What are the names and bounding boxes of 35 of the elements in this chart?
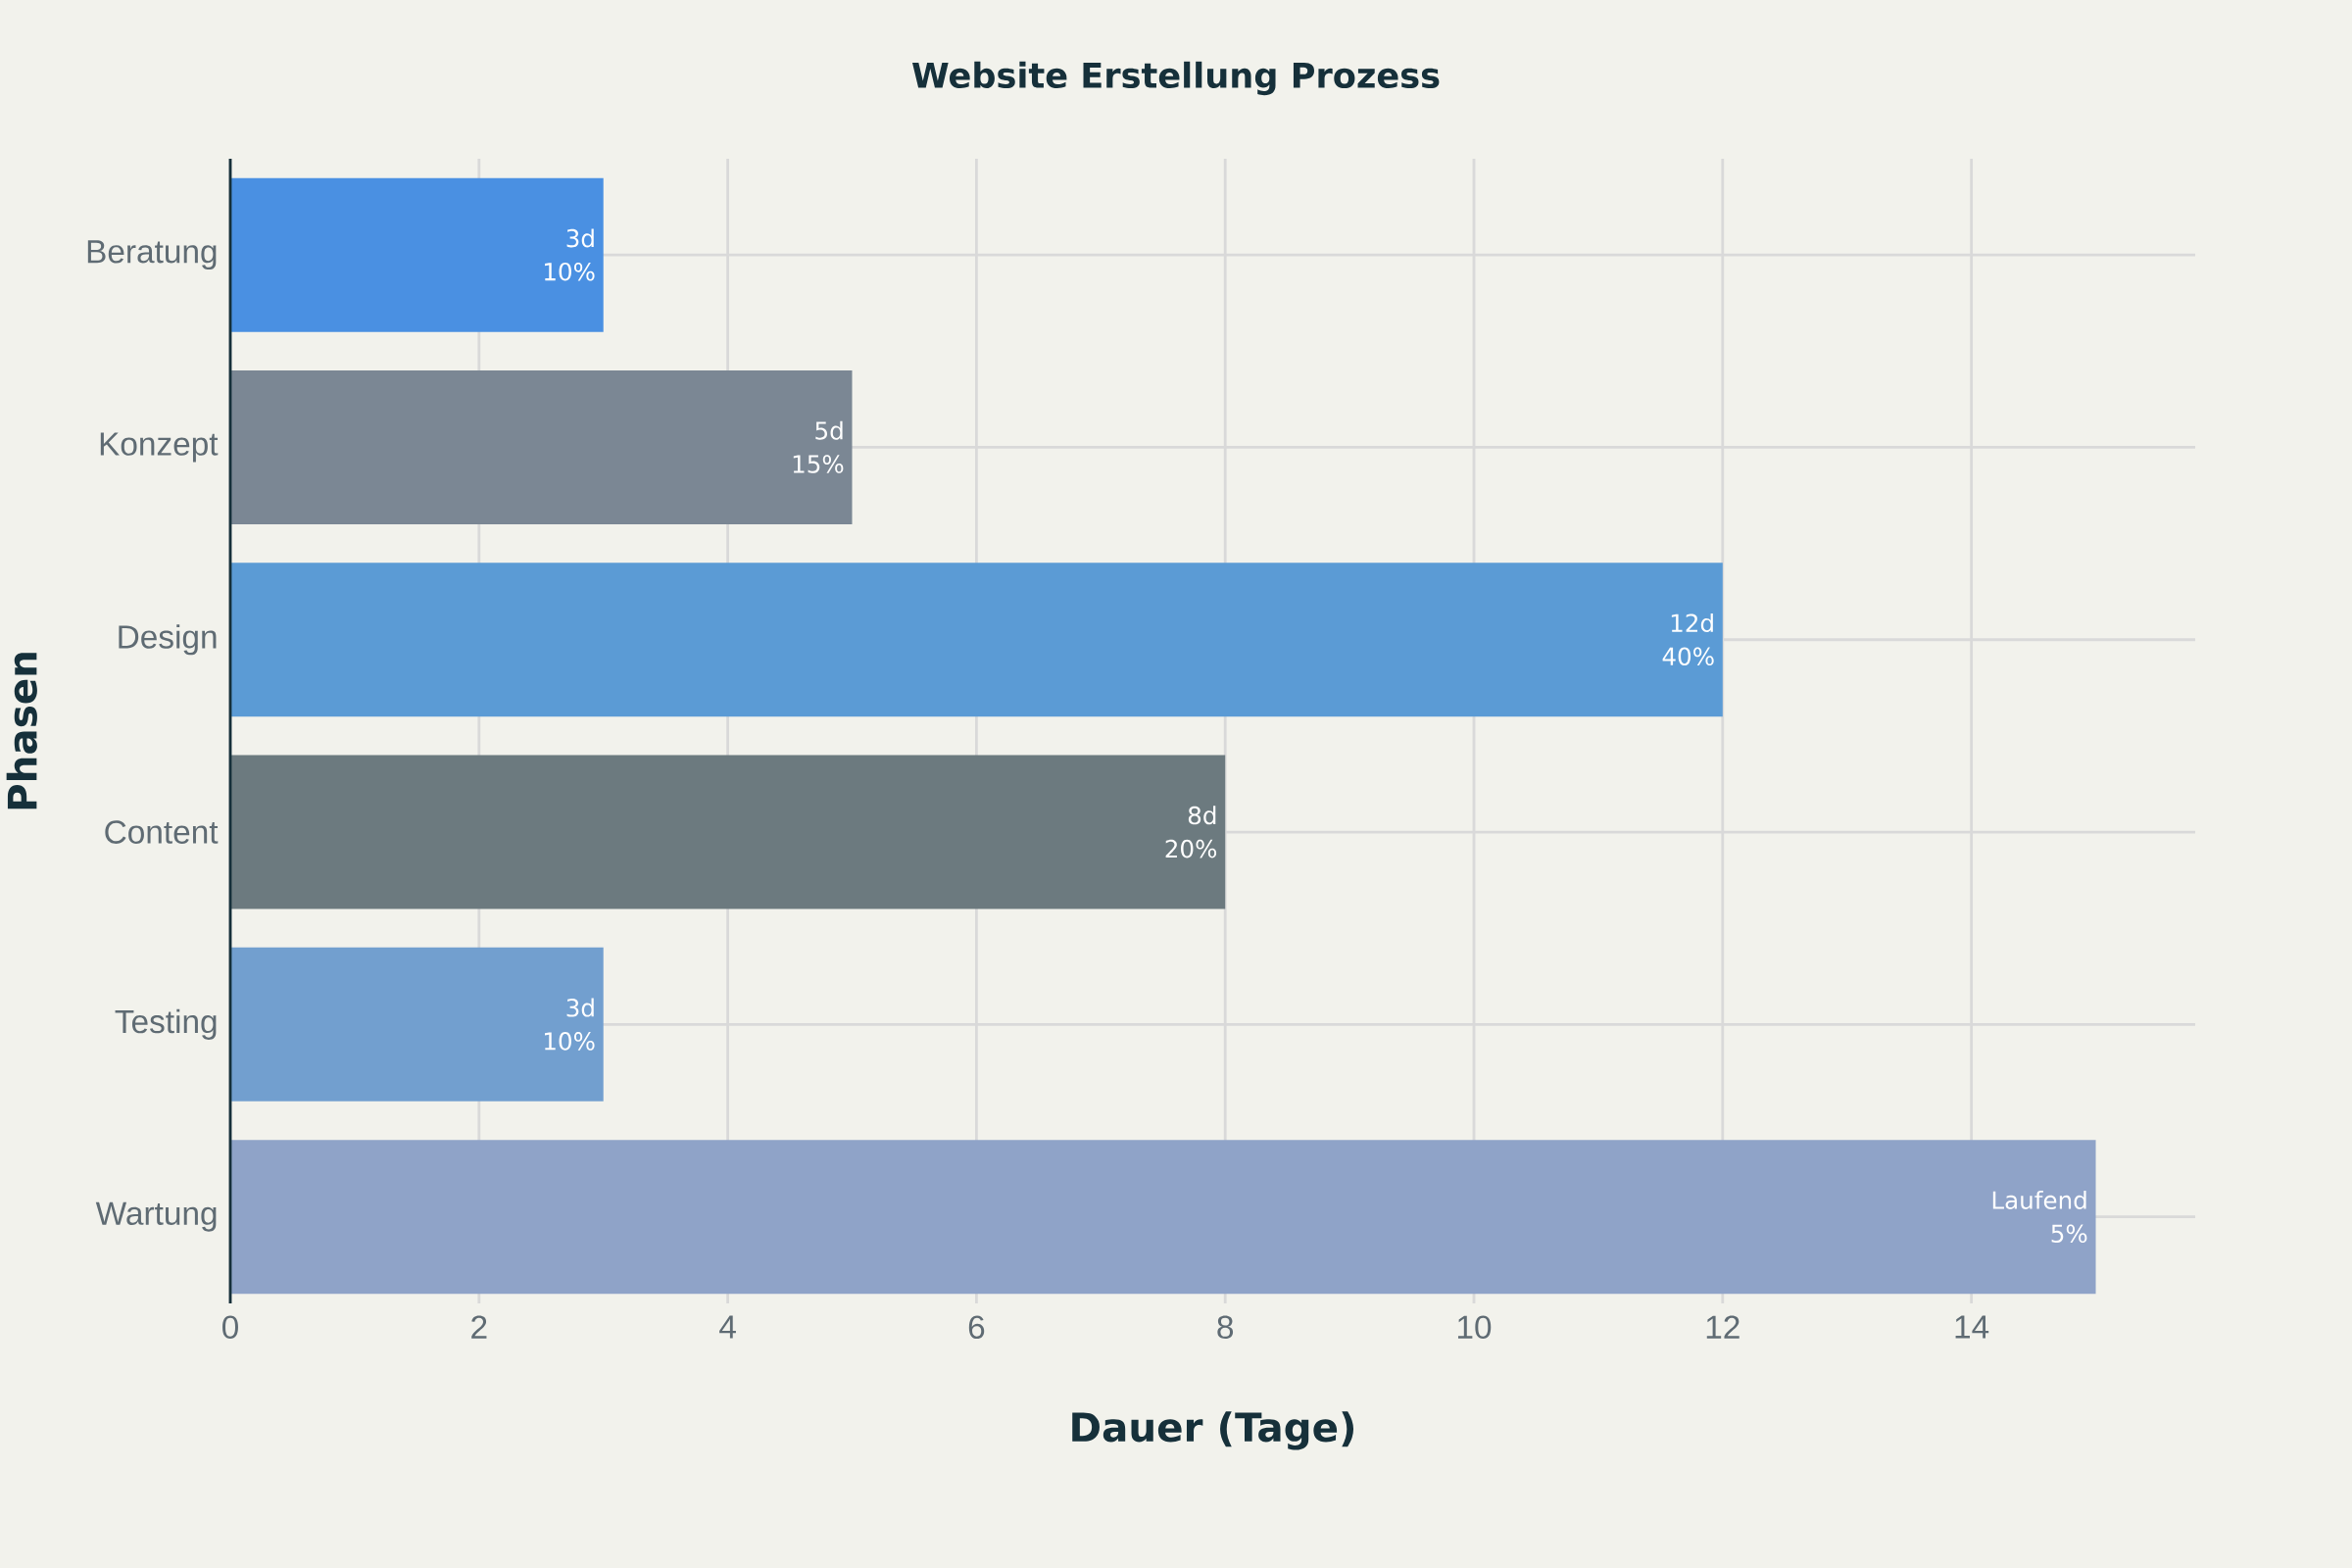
x-tick-label: 0 (222, 1315, 238, 1340)
x-tick-label: 8 (1217, 1315, 1234, 1340)
bar (230, 1140, 2096, 1295)
data-label: 3d (566, 228, 594, 248)
annotation: 5% (2051, 1224, 2087, 1243)
bar (230, 947, 604, 1102)
annotation: 15% (793, 455, 844, 473)
data-label: 12d (1671, 612, 1713, 633)
y-tick-label: Konzept (100, 432, 219, 463)
data-label: 8d (1188, 806, 1216, 825)
data-label: 5d (815, 420, 843, 440)
x-tick-label: 12 (1706, 1315, 1740, 1339)
y-tick-label: Content (105, 820, 219, 844)
x-axis-title: Dauer (Tage) (1072, 1411, 1354, 1450)
x-tick-label: 4 (719, 1315, 736, 1339)
annotation: 40% (1662, 647, 1714, 666)
x-tick-label: 14 (1955, 1315, 1989, 1339)
y-axis-title: Phasen (6, 653, 37, 809)
data-label: 3d (566, 998, 594, 1017)
data-label: Laufend (1992, 1190, 2086, 1209)
y-tick-label: Wartung (95, 1201, 217, 1232)
y-tick-label: Design (119, 624, 217, 656)
bar (230, 177, 604, 332)
bar (230, 755, 1226, 909)
y-tick-label: Beratung (87, 240, 217, 270)
annotation: 10% (544, 1032, 595, 1051)
x-tick-label: 2 (471, 1315, 487, 1339)
y-tick-label: Testing (115, 1008, 217, 1040)
chart-title: Website Erstellung Prozess (911, 61, 1440, 96)
x-tick-label: 6 (968, 1315, 985, 1340)
bar (230, 563, 1723, 717)
annotation: 10% (544, 262, 595, 281)
annotation: 20% (1165, 839, 1217, 858)
x-tick-label: 10 (1457, 1315, 1492, 1340)
bar (230, 369, 853, 524)
